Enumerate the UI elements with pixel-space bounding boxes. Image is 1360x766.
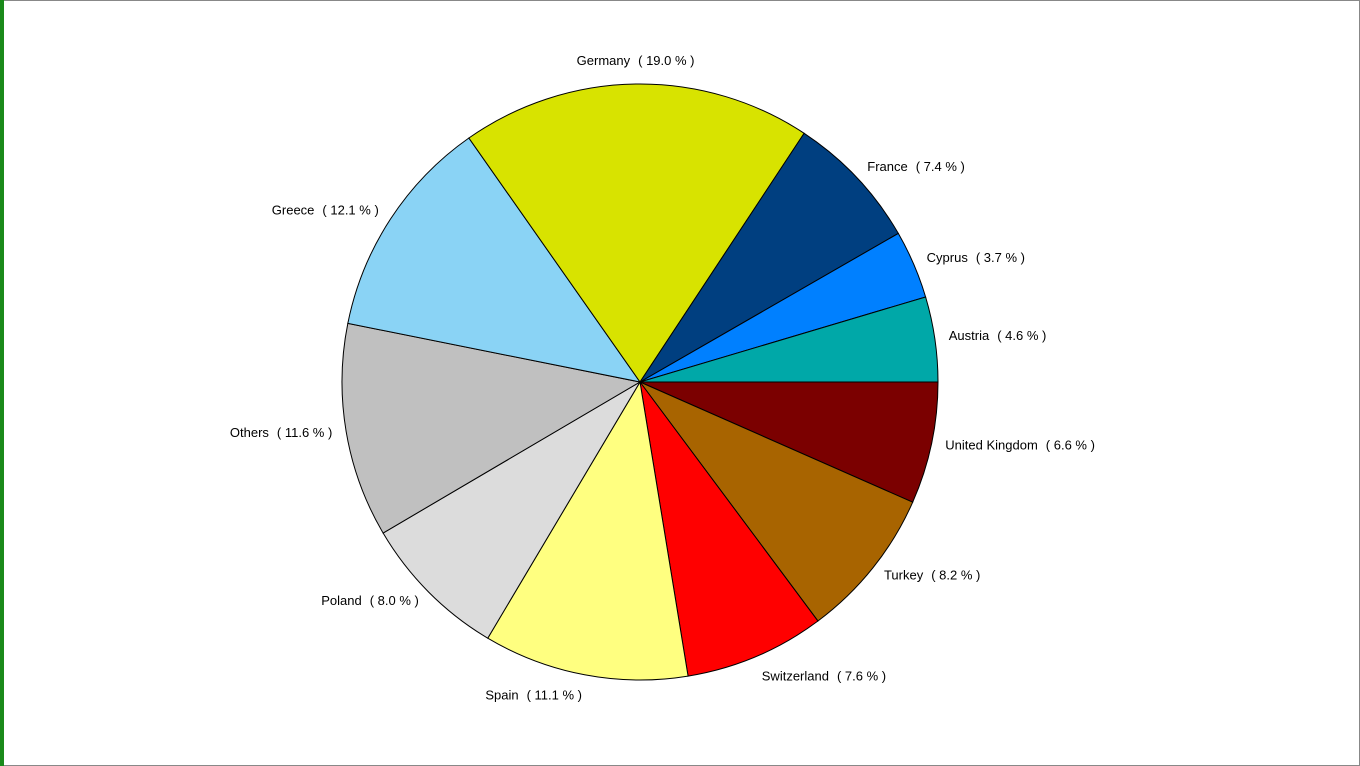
category-name: Others xyxy=(230,425,270,440)
pie-slice xyxy=(341,322,642,534)
slice-label: Others ( 11.6 % ) xyxy=(230,425,332,440)
value-label: ( 11.6 % ) xyxy=(277,425,332,440)
category-name: France xyxy=(867,160,907,175)
pie-slice xyxy=(639,296,939,383)
category-name: Cyprus xyxy=(927,250,969,265)
slice-label: Germany ( 19.0 % ) xyxy=(577,53,695,68)
category-name: United Kingdom xyxy=(945,438,1038,453)
value-label: ( 6.6 % ) xyxy=(1046,438,1095,453)
value-label: ( 8.2 % ) xyxy=(931,568,980,583)
side-bar xyxy=(0,0,4,766)
value-label: ( 3.7 % ) xyxy=(976,250,1025,265)
pie-slice xyxy=(347,137,642,383)
category-name: Greece xyxy=(272,203,315,218)
slice-label: Spain ( 11.1 % ) xyxy=(485,688,582,703)
pie-slice xyxy=(487,380,689,681)
pie-slice xyxy=(639,132,899,383)
slice-label: Greece ( 12.1 % ) xyxy=(272,203,379,218)
pie-slice xyxy=(639,381,939,503)
slice-label: Austria ( 4.6 % ) xyxy=(949,328,1047,343)
value-label: ( 12.1 % ) xyxy=(322,203,378,218)
value-label: ( 7.4 % ) xyxy=(916,160,965,175)
value-label: ( 7.6 % ) xyxy=(837,669,886,684)
category-name: Turkey xyxy=(884,568,924,583)
pie-slice xyxy=(468,83,805,383)
category-name: Germany xyxy=(577,53,631,68)
category-name: Spain xyxy=(485,688,518,703)
pie-slice xyxy=(639,381,819,677)
value-label: ( 8.0 % ) xyxy=(370,594,419,609)
category-name: Poland xyxy=(321,594,361,609)
slice-label: Cyprus ( 3.7 % ) xyxy=(927,250,1025,265)
pie-slice xyxy=(638,380,914,622)
category-name: Austria xyxy=(949,328,990,343)
pie-slice xyxy=(382,381,641,639)
category-name: Switzerland xyxy=(762,669,829,684)
value-label: ( 19.0 % ) xyxy=(638,53,694,68)
value-label: ( 4.6 % ) xyxy=(997,328,1046,343)
slice-label: Turkey ( 8.2 % ) xyxy=(884,568,980,583)
slice-label: Switzerland ( 7.6 % ) xyxy=(762,669,886,684)
slice-label: France ( 7.4 % ) xyxy=(867,160,965,175)
value-label: ( 11.1 % ) xyxy=(527,688,582,703)
slice-label: United Kingdom ( 6.6 % ) xyxy=(945,438,1095,453)
slice-label: Poland ( 8.0 % ) xyxy=(321,594,419,609)
